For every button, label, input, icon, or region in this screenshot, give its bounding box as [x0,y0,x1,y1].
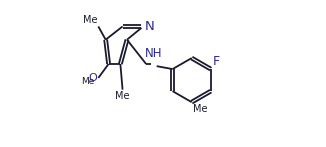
Text: NH: NH [145,47,162,60]
Text: Me: Me [115,91,129,101]
Text: Me: Me [82,77,95,86]
Text: O: O [89,73,97,83]
Text: Me: Me [193,104,208,114]
Text: F: F [213,55,220,68]
Text: N: N [145,20,155,33]
Text: Me: Me [83,15,97,25]
